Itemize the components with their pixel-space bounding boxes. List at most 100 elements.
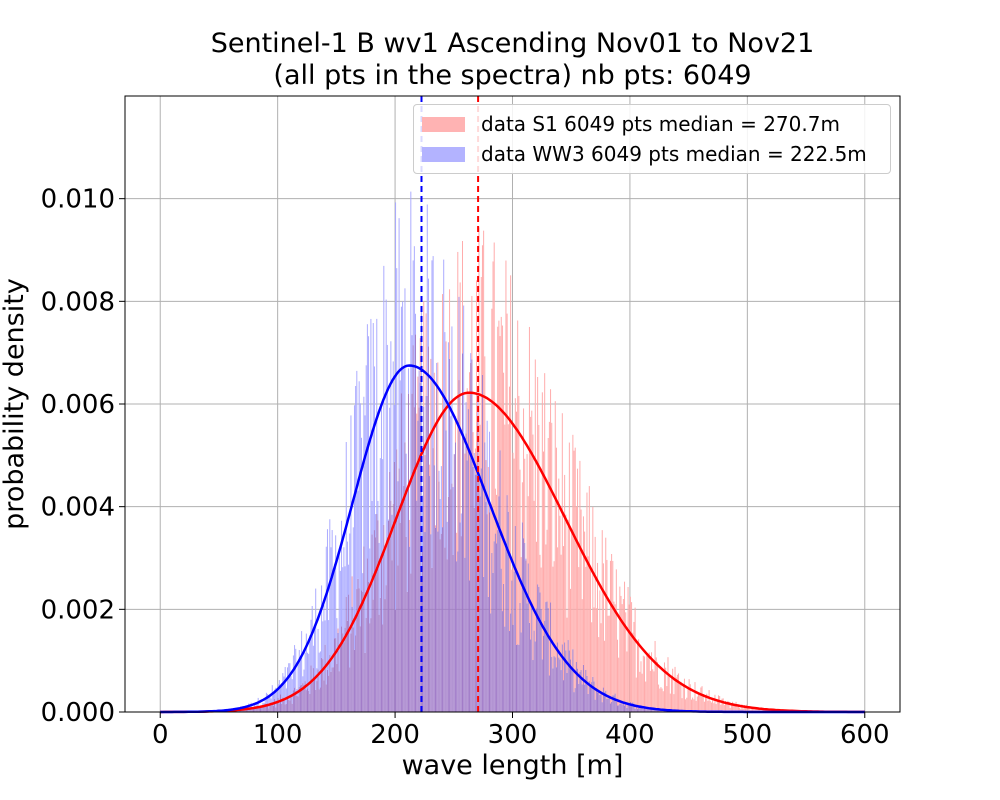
hist-bar-overlap [456, 561, 458, 712]
hist-bar-overlap [561, 644, 563, 712]
hist-bar-overlap [435, 527, 436, 712]
hist-bar-s1 [478, 227, 480, 480]
hist-bar-s1 [683, 678, 685, 712]
hist-bar-overlap [638, 708, 640, 712]
hist-bar-overlap [351, 606, 353, 712]
hist-bar-ww3 [346, 541, 348, 621]
hist-bar-overlap [357, 578, 359, 712]
hist-bar-s1 [648, 652, 650, 710]
hist-bar-ww3 [400, 306, 402, 394]
hist-bar-overlap [391, 560, 393, 712]
hist-bar-s1 [720, 704, 722, 712]
hist-bar-s1 [459, 282, 461, 523]
hist-bar-overlap [565, 650, 567, 712]
hist-bar-overlap [449, 358, 451, 712]
hist-bar-ww3 [403, 366, 405, 486]
hist-bar-overlap [339, 645, 341, 712]
hist-bar-ww3 [385, 299, 387, 586]
hist-bar-ww3 [307, 652, 308, 689]
hist-bar-overlap [373, 530, 375, 712]
hist-bar-ww3 [277, 684, 279, 699]
hist-bar-overlap [627, 702, 629, 712]
y-tick-label: 0.004 [41, 493, 115, 523]
hist-bar-ww3 [332, 568, 334, 668]
hist-bar-ww3 [431, 260, 433, 568]
hist-bar-s1 [476, 280, 478, 475]
hist-bar-overlap [452, 554, 454, 712]
hist-bar-s1 [678, 673, 680, 711]
hist-bar-ww3 [359, 403, 361, 627]
hist-bar-overlap [644, 706, 645, 712]
hist-bar-overlap [639, 705, 641, 712]
hist-bar-overlap [477, 418, 479, 712]
y-tick-label: 0.008 [41, 287, 115, 317]
hist-bar-s1 [600, 623, 602, 693]
hist-bar-s1 [760, 709, 762, 712]
hist-bar-overlap [304, 681, 306, 712]
hist-bar-overlap [416, 500, 418, 712]
hist-bar-overlap [528, 622, 530, 712]
hist-bar-overlap [330, 671, 332, 712]
hist-bar-s1 [467, 393, 469, 410]
hist-bar-overlap [540, 608, 542, 712]
hist-bar-ww3 [362, 573, 364, 593]
hist-bar-overlap [519, 602, 521, 712]
legend-item-s1: data S1 6049 pts median = 270.7m [422, 111, 840, 137]
hist-bar-overlap [508, 631, 510, 712]
hist-bar-s1 [727, 700, 729, 712]
hist-bar-s1 [632, 632, 634, 703]
hist-bar-s1 [506, 313, 508, 496]
hist-bar-s1 [752, 709, 754, 712]
hist-bar-s1 [656, 661, 658, 710]
hist-bar-s1 [611, 554, 613, 703]
hist-bar-s1 [646, 653, 648, 709]
hist-bar-s1 [579, 460, 581, 672]
hist-bar-s1 [581, 599, 583, 685]
hist-bar-overlap [459, 522, 461, 712]
hist-bar-s1 [653, 671, 655, 709]
hist-bar-ww3 [420, 308, 422, 578]
hist-bar-overlap [299, 685, 301, 712]
hist-bar-s1 [530, 416, 532, 640]
hist-bar-overlap [485, 502, 487, 712]
hist-bar-overlap [349, 667, 351, 712]
hist-bar-overlap [274, 698, 276, 712]
hist-bar-s1 [433, 372, 435, 466]
hist-bar-s1 [560, 554, 562, 671]
hist-bar-s1 [739, 707, 741, 712]
hist-bar-overlap [632, 702, 634, 712]
x-tick-label: 0 [152, 720, 169, 750]
hist-bar-ww3 [283, 676, 285, 699]
hist-bar-s1 [591, 622, 593, 683]
hist-bar-overlap [303, 685, 305, 712]
hist-bar-overlap [505, 544, 507, 712]
hist-bar-s1 [741, 704, 743, 712]
hist-bar-ww3 [406, 489, 408, 592]
hist-bar-s1 [644, 656, 645, 707]
hist-bar-s1 [423, 301, 425, 407]
hist-bar-s1 [521, 482, 523, 523]
hist-bar-s1 [545, 544, 547, 603]
hist-bar-overlap [489, 512, 490, 712]
hist-bar-s1 [586, 492, 588, 676]
hist-bar-overlap [620, 703, 622, 712]
hist-bar-overlap [331, 667, 333, 712]
hist-bar-s1 [714, 694, 716, 712]
hist-bar-ww3 [309, 635, 311, 694]
hist-bar-s1 [666, 686, 668, 710]
legend-item-ww3: data WW3 6049 pts median = 222.5m [422, 141, 867, 167]
hist-bar-overlap [607, 698, 609, 712]
hist-bar-overlap [350, 633, 352, 712]
hist-bar-s1 [712, 700, 714, 712]
hist-bar-overlap [619, 703, 621, 712]
hist-bar-s1 [708, 690, 710, 712]
hist-bar-s1 [676, 674, 678, 711]
hist-bar-overlap [621, 704, 623, 712]
hist-bar-s1 [456, 532, 458, 562]
hist-bar-overlap [543, 635, 545, 712]
hist-bar-overlap [415, 334, 417, 712]
hist-bar-s1 [663, 662, 665, 711]
hist-bar-overlap [343, 642, 345, 712]
hist-bar-s1 [633, 621, 635, 704]
